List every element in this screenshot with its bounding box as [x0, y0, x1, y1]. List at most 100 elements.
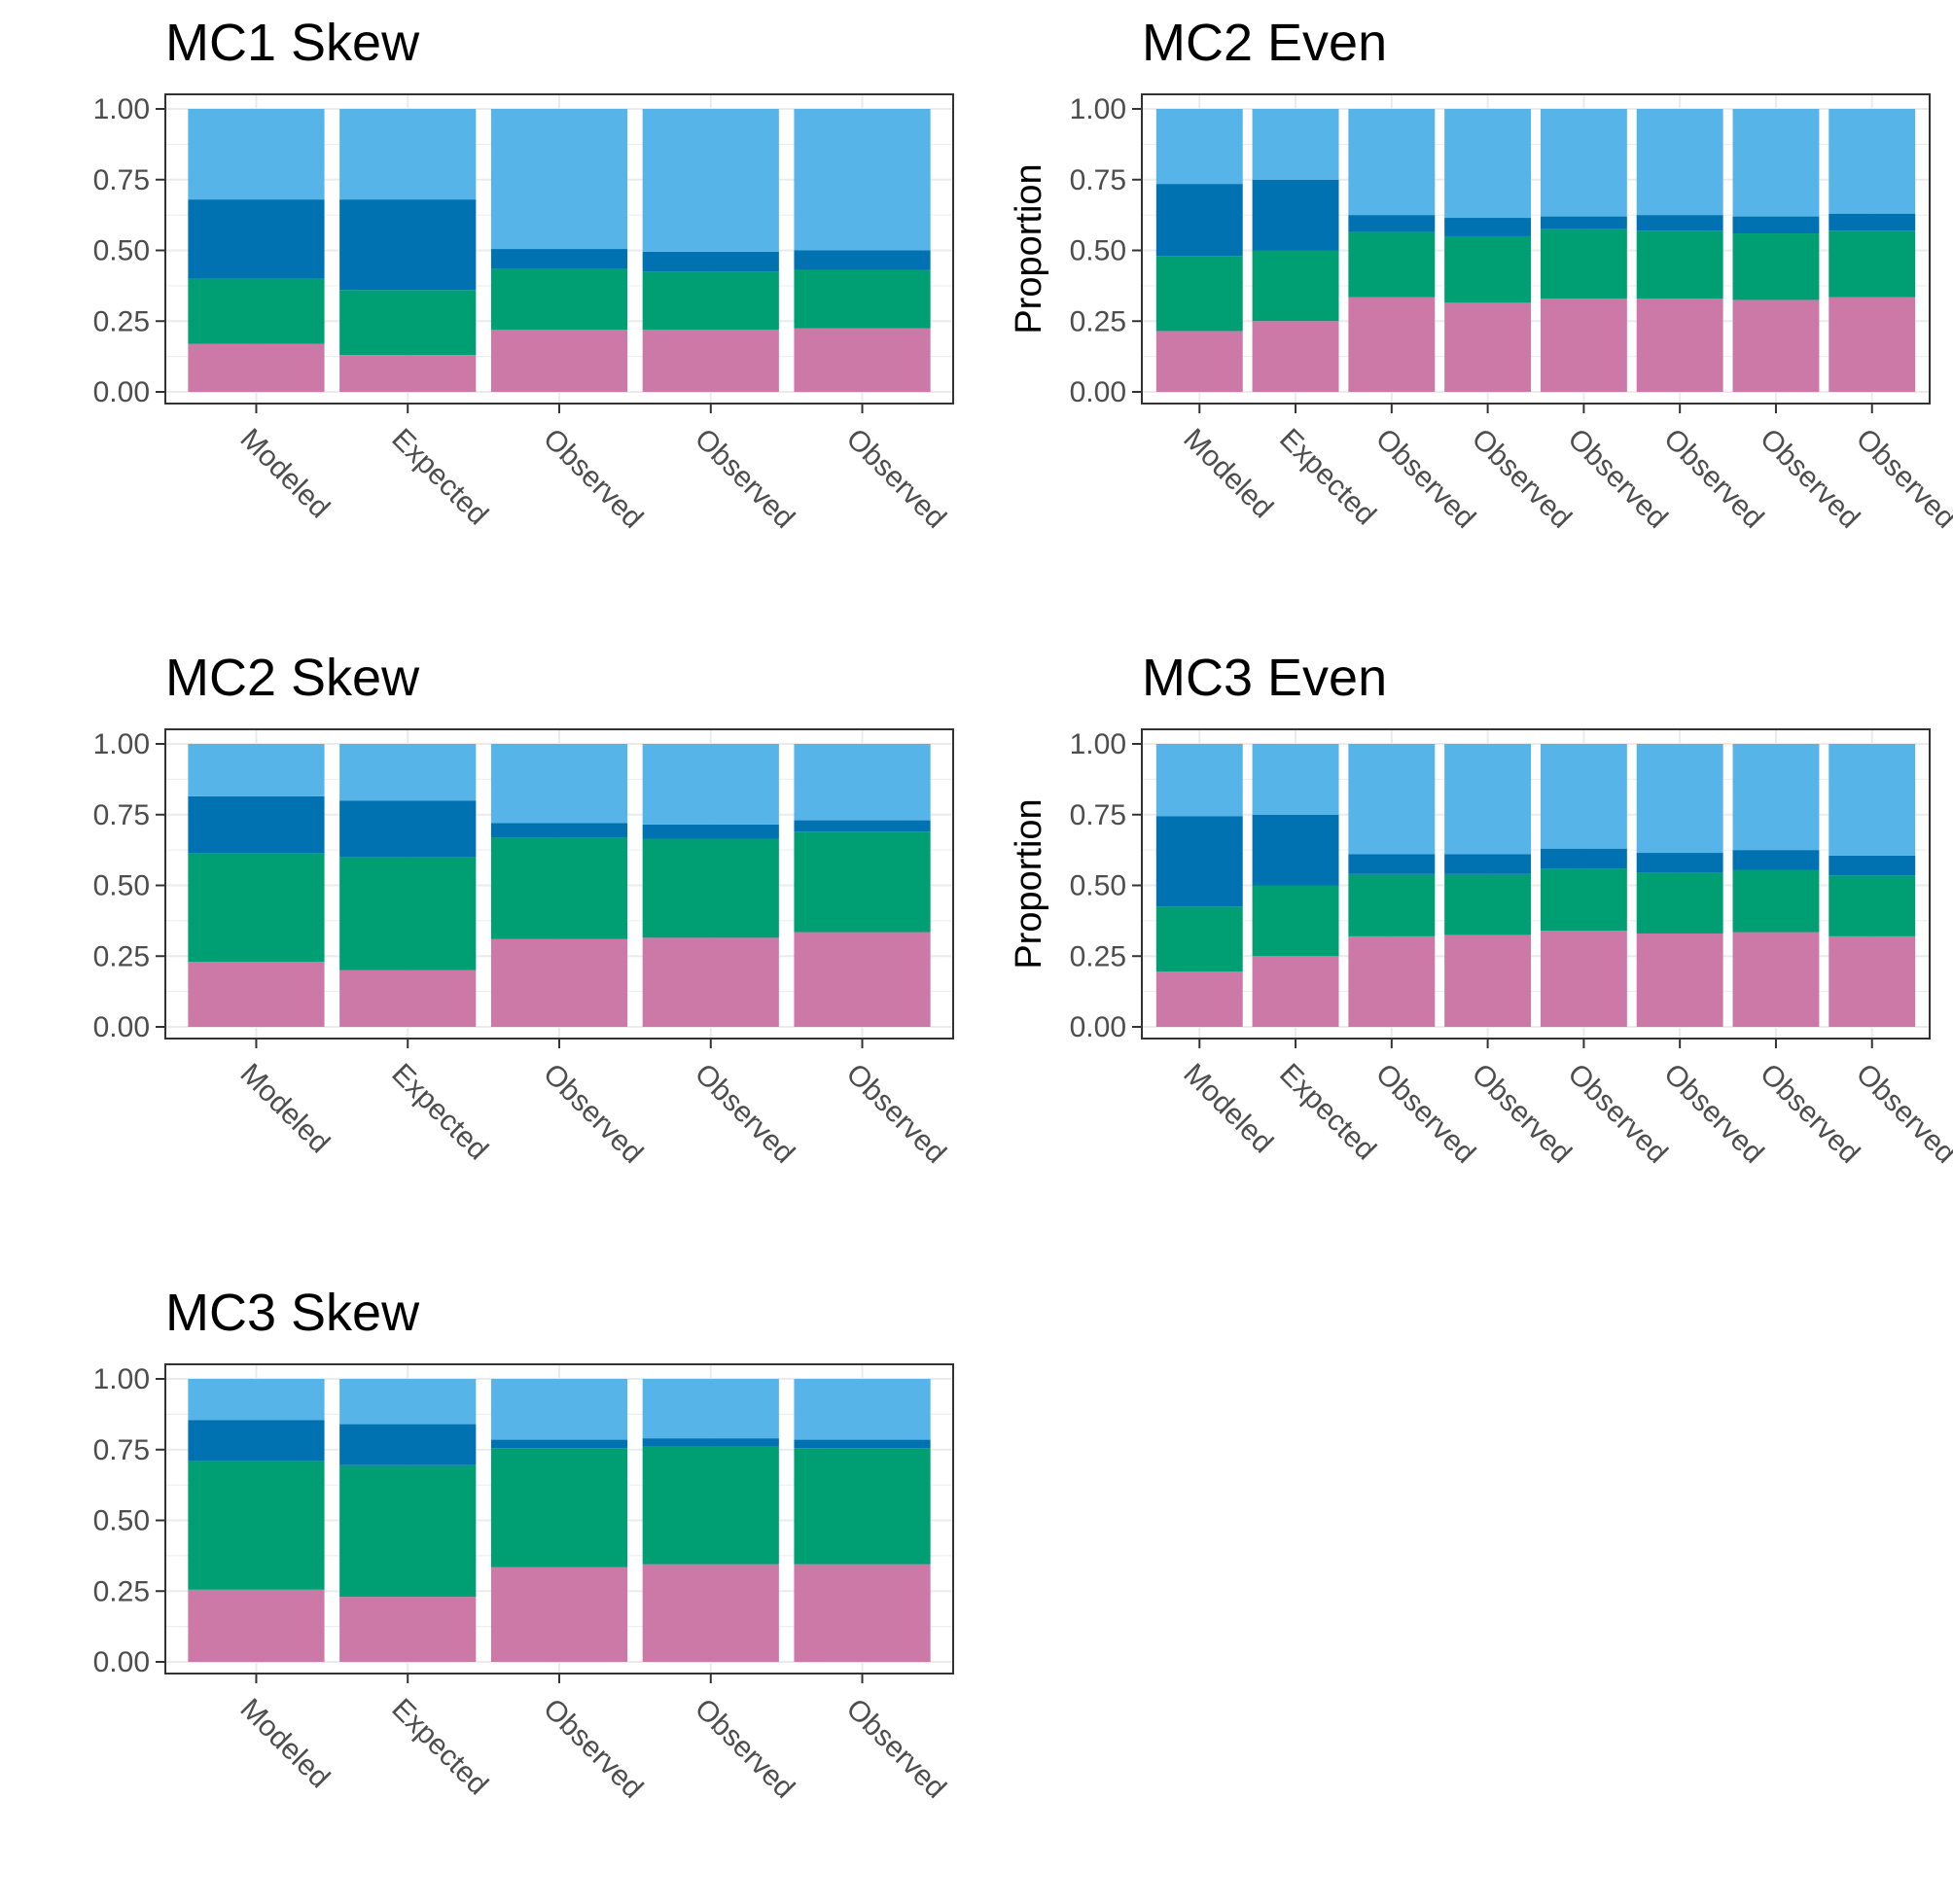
x-tick-label: Observed	[689, 423, 800, 535]
bar-segment-4	[1636, 109, 1723, 216]
bar-segment-1	[1252, 321, 1339, 392]
bar-segment-1	[339, 970, 477, 1027]
bar-segment-4	[1252, 109, 1339, 180]
y-tick-label: 1.00	[93, 728, 150, 760]
bar-segment-2	[339, 1464, 477, 1598]
bar-segment-4	[1732, 109, 1820, 217]
x-tick-label: Modeled	[1177, 423, 1279, 525]
bar-segment-2	[1636, 230, 1723, 299]
y-tick-label: 0.25	[93, 940, 150, 972]
bar-segment-4	[1444, 744, 1532, 855]
bar-stack	[642, 1379, 779, 1662]
bar-segment-3	[188, 199, 325, 279]
bar-segment-4	[339, 744, 477, 801]
panel-border	[1141, 93, 1931, 405]
bar-segment-1	[1732, 300, 1820, 392]
bar-segment-1	[1732, 932, 1820, 1027]
bar-segment-2	[642, 838, 779, 938]
bar-segment-3	[490, 823, 628, 838]
bar-stack	[642, 109, 779, 392]
y-axis-label: Proportion	[1009, 163, 1049, 334]
bar-segment-2	[1348, 231, 1436, 298]
bar-stack	[794, 1379, 931, 1662]
y-tick-label: 0.50	[93, 870, 150, 902]
bar-segment-3	[1444, 854, 1532, 874]
bar-segment-4	[642, 744, 779, 825]
bar-segment-1	[1155, 971, 1243, 1027]
bar-segment-1	[1540, 931, 1627, 1027]
bar-stack	[339, 744, 477, 1027]
y-tick-label: 0.75	[1070, 799, 1126, 831]
panel-1: 0.00 0.25 0.50 0.75 1.00 Modeled Expected Obser…	[93, 14, 954, 535]
x-tick-label: Observed	[1561, 423, 1673, 535]
bar-segment-1	[1252, 956, 1339, 1027]
bar-segment-2	[188, 853, 325, 963]
bar-segment-2	[188, 1461, 325, 1590]
x-tick-label: Observed	[1466, 1058, 1578, 1170]
y-tick-label: 0.00	[1070, 376, 1126, 408]
bar-stack	[1252, 744, 1339, 1027]
x-tick-label: Observed	[1369, 1058, 1481, 1170]
bar-stack	[188, 744, 325, 1027]
y-tick-label: 0.00	[93, 1011, 150, 1043]
bar-segment-2	[794, 1448, 931, 1565]
bar-segment-2	[339, 857, 477, 970]
x-tick-label: Expected	[1273, 423, 1382, 532]
bar-segment-3	[1732, 850, 1820, 870]
bar-stack	[1444, 109, 1532, 392]
bar-segment-3	[642, 1438, 779, 1447]
bar-stack	[1155, 109, 1243, 392]
x-tick-label: Observed	[689, 1058, 800, 1170]
bar-stack	[1829, 109, 1916, 392]
x-tick-label: Expected	[1273, 1058, 1382, 1167]
bar-segment-2	[1444, 873, 1532, 935]
bar-stack	[1540, 109, 1627, 392]
bar-segment-3	[1732, 216, 1820, 234]
bar-stack	[188, 1379, 325, 1662]
bar-segment-1	[642, 329, 779, 392]
bar-stack	[490, 744, 628, 1027]
bar-segment-3	[794, 250, 931, 270]
bar-segment-2	[642, 271, 779, 330]
bar-segment-3	[642, 251, 779, 272]
x-tick-label: Modeled	[234, 423, 337, 525]
panel-4: 0.000.250.500.751.00ModeledExpectedObser…	[1009, 649, 1953, 1170]
y-tick-label: 0.25	[1070, 940, 1126, 972]
bar-segment-1	[1829, 297, 1916, 392]
bar-segment-1	[642, 1564, 779, 1662]
chart-title: MC2 Even	[1142, 14, 1387, 72]
y-tick-label: 0.75	[93, 799, 150, 831]
bar-segment-1	[339, 355, 477, 392]
bar-segment-3	[339, 800, 477, 858]
y-tick-label: 0.50	[93, 235, 150, 267]
bar-stack	[1348, 744, 1436, 1027]
bar-segment-2	[188, 278, 325, 344]
bar-segment-1	[490, 1567, 628, 1662]
y-tick-label: 0.25	[93, 305, 150, 337]
bar-segment-2	[1252, 250, 1339, 322]
bar-segment-2	[1155, 906, 1243, 972]
bar-segment-2	[1252, 885, 1339, 957]
bar-segment-2	[490, 837, 628, 939]
bar-segment-4	[1636, 744, 1723, 854]
bar-segment-2	[339, 290, 477, 356]
x-tick-label: Observed	[689, 1693, 800, 1805]
y-tick-label: 0.50	[93, 1505, 150, 1537]
bar-segment-4	[1540, 744, 1627, 849]
bar-stack	[490, 1379, 628, 1662]
chart-title: MC1 Skew	[165, 14, 420, 72]
bar-segment-1	[1636, 933, 1723, 1027]
bar-stack	[1732, 744, 1820, 1027]
bar-segment-4	[794, 1379, 931, 1440]
y-axis-label: Proportion	[1009, 798, 1049, 969]
bar-segment-4	[1252, 744, 1339, 815]
x-tick-label: Observed	[537, 423, 649, 535]
y-tick-label: 0.50	[1070, 870, 1126, 902]
bar-segment-2	[1444, 235, 1532, 303]
x-tick-label: Observed	[840, 423, 952, 535]
bar-segment-4	[1348, 109, 1436, 216]
x-tick-label: Expected	[385, 1693, 494, 1802]
chart-title: MC2 Skew	[165, 649, 420, 707]
bar-stack	[339, 1379, 477, 1662]
bar-segment-2	[642, 1446, 779, 1565]
